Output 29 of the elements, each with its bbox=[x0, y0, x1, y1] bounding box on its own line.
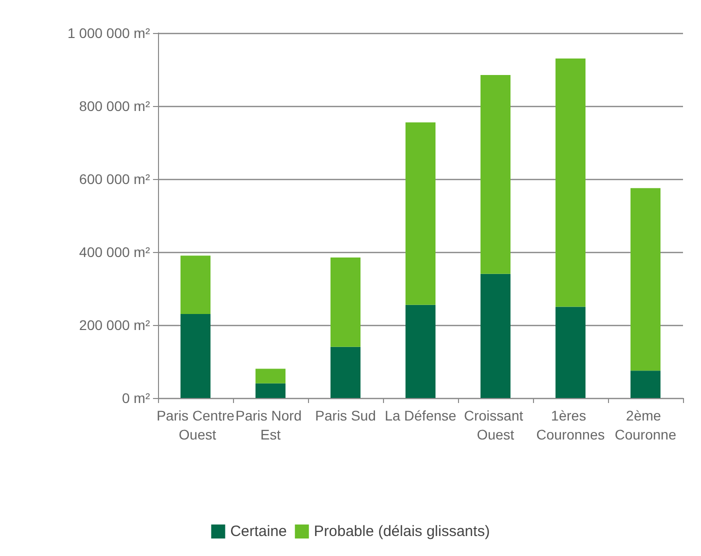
y-tick-label: 800 000 m² bbox=[79, 98, 150, 114]
y-tick-label: 1 000 000 m² bbox=[68, 25, 150, 41]
x-tick-label: 2ème Couronne bbox=[614, 408, 676, 442]
bar bbox=[406, 122, 436, 305]
bar bbox=[556, 58, 586, 307]
x-tick-label: La Défense bbox=[384, 408, 457, 424]
y-tick-label: 0 m² bbox=[122, 390, 150, 406]
x-tick-label: Paris Sud bbox=[315, 408, 376, 424]
y-tick-label: 600 000 m² bbox=[79, 171, 150, 187]
y-tick-label: 400 000 m² bbox=[79, 244, 150, 260]
x-tick-label: Paris Centre Ouest bbox=[156, 408, 235, 442]
y-tick-label: 200 000 m² bbox=[79, 317, 150, 333]
bar bbox=[480, 274, 510, 398]
bar bbox=[330, 257, 360, 347]
bar bbox=[256, 368, 286, 384]
bar bbox=[180, 314, 210, 398]
bar bbox=[180, 256, 210, 314]
bar bbox=[406, 304, 436, 398]
x-tick-label: 1ères Couronnes bbox=[536, 408, 605, 442]
bar bbox=[330, 346, 360, 398]
bar bbox=[480, 74, 510, 274]
bar bbox=[256, 383, 286, 398]
x-tick-label: Croissant Ouest bbox=[464, 408, 528, 442]
bar bbox=[556, 306, 586, 398]
bar bbox=[630, 370, 660, 398]
legend-label: Certaine bbox=[230, 523, 287, 540]
legend-label: Probable (délais glissants) bbox=[314, 523, 490, 540]
x-tick-label: Paris Nord Est bbox=[235, 408, 306, 442]
bar bbox=[630, 188, 660, 371]
